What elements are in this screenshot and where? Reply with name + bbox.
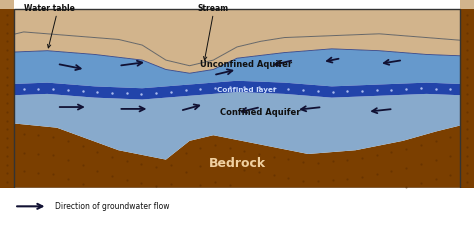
Polygon shape — [0, 9, 14, 188]
Text: Stream: Stream — [198, 4, 229, 13]
Text: Water table: Water table — [24, 4, 74, 13]
Text: Bedrock: Bedrock — [209, 157, 265, 170]
Text: Direction of groundwater flow: Direction of groundwater flow — [55, 202, 169, 211]
Polygon shape — [0, 49, 474, 88]
Polygon shape — [0, 81, 474, 100]
Polygon shape — [0, 32, 474, 73]
Text: Confined Aquifer: Confined Aquifer — [220, 108, 301, 117]
Polygon shape — [0, 0, 474, 66]
Polygon shape — [460, 9, 474, 188]
Polygon shape — [0, 122, 474, 188]
Text: Confined layer: Confined layer — [217, 87, 276, 93]
Polygon shape — [14, 0, 460, 9]
Polygon shape — [0, 92, 474, 160]
Text: Unconfined Aquifer: Unconfined Aquifer — [201, 60, 292, 69]
